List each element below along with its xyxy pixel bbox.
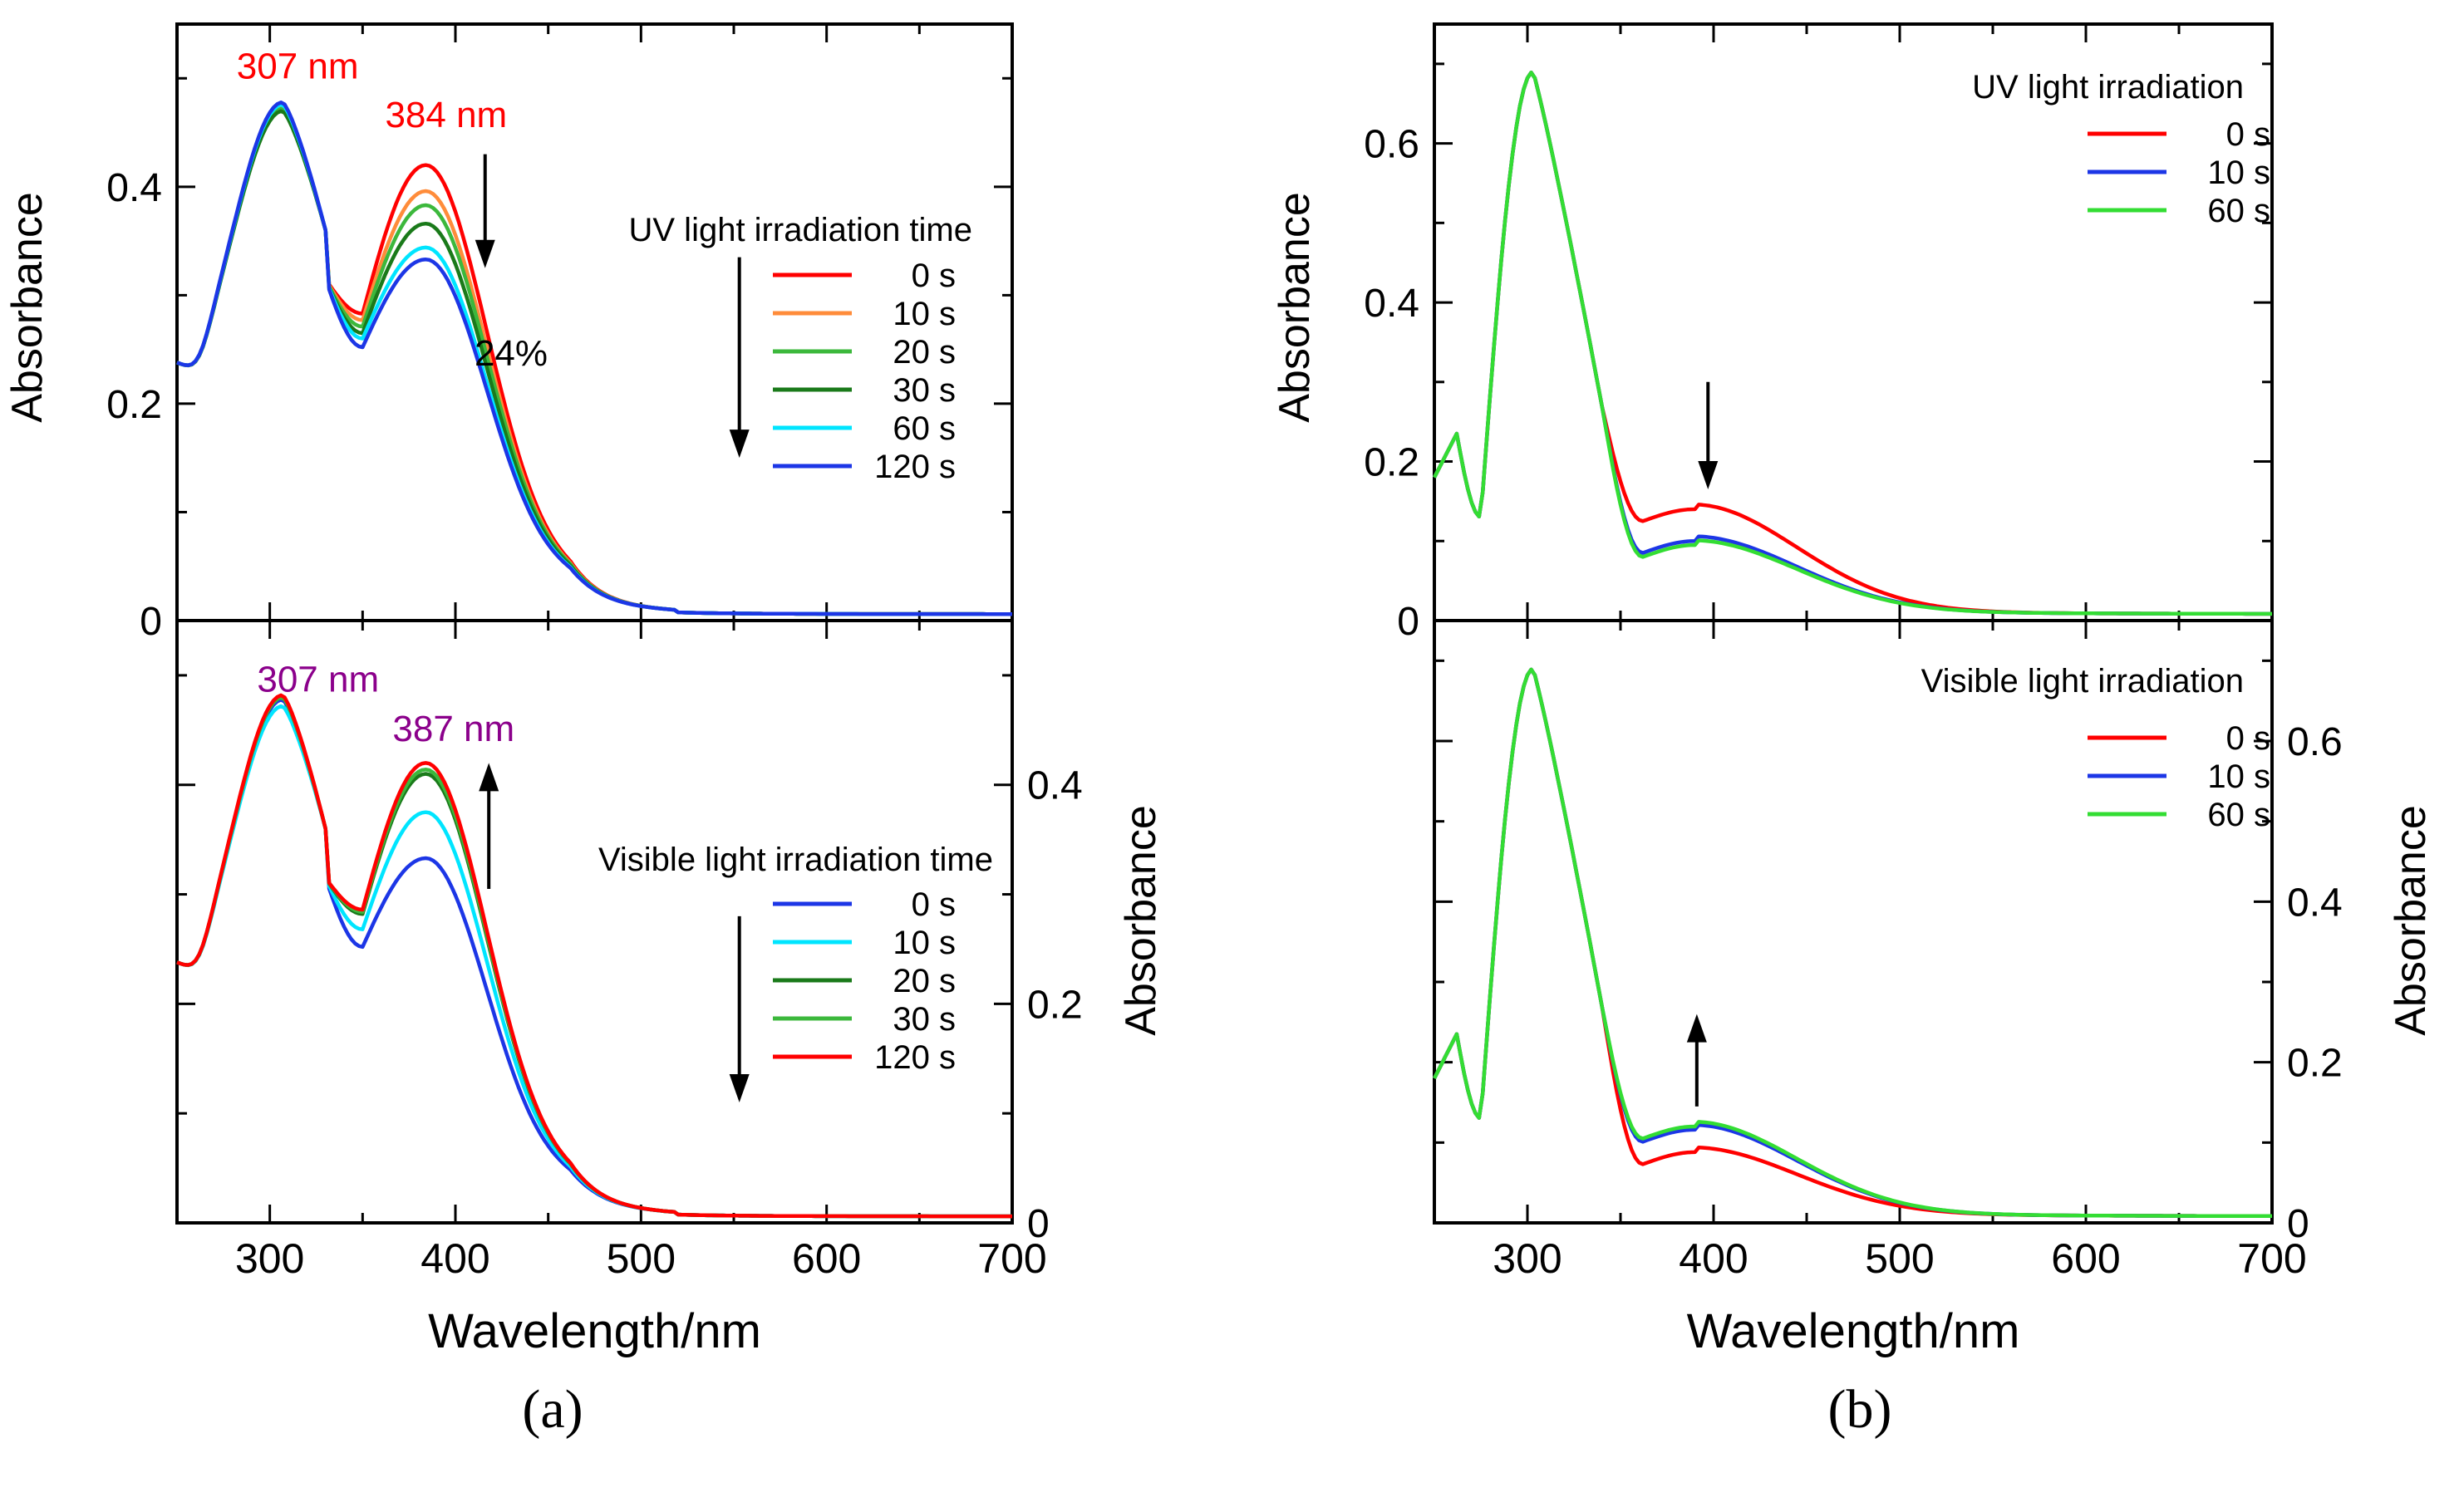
caption-b: (b) <box>1828 1379 1892 1440</box>
annotation-label: 387 nm <box>392 709 514 749</box>
annotation-label: 307 nm <box>237 46 359 86</box>
x-tick-label: 400 <box>421 1235 489 1282</box>
legend-label: 10 s <box>2207 155 2270 191</box>
legend-label: 0 s <box>912 258 956 294</box>
y-tick-label: 0.4 <box>106 166 162 210</box>
arrow-head <box>729 1074 750 1102</box>
series-line-60s <box>1432 71 2272 616</box>
legend-label: 60 s <box>893 410 956 447</box>
y-tick-label: 0.4 <box>1027 764 1083 808</box>
y-tick-label: 0.2 <box>1027 983 1083 1027</box>
x-tick-label: 700 <box>977 1235 1046 1282</box>
x-tick-label: 700 <box>2237 1235 2306 1282</box>
plot-frame <box>1433 619 2274 1225</box>
legend-label: 10 s <box>893 296 956 332</box>
x-tick-label: 500 <box>607 1235 676 1282</box>
annotation-label: 384 nm <box>385 95 507 135</box>
series-line-120s <box>176 101 1012 616</box>
chart-a-top: 0 0.2 0.4 Absorbance UV light irradiation ti… <box>3 22 1014 644</box>
y-tick-label: 0 <box>1397 600 1419 644</box>
y-tick-label: 0.4 <box>2287 881 2343 925</box>
legend-label: 10 s <box>2207 758 2270 795</box>
legend-label: 0 s <box>2226 720 2270 757</box>
legend-title: UV light irradiation <box>1972 69 2244 106</box>
chart-a-bottom: 0 0.2 0.4 300 400 500 600 700 Absorbance Waveleng… <box>175 619 1165 1358</box>
y-tick-label: 0 <box>140 600 162 644</box>
arrow-head <box>1698 461 1719 490</box>
y-axis-label: Absorbance <box>3 192 52 423</box>
annotation-label: 24% <box>475 333 548 374</box>
legend-label: 120 s <box>874 1039 956 1076</box>
legend-label: 60 s <box>2207 797 2270 833</box>
y-tick-label: 0.4 <box>1364 282 1419 326</box>
series-line-120s <box>176 693 1012 1219</box>
chart-b-top: 0 0.2 0.4 0.6 Absorbance UV light irradiation… <box>1271 22 2274 644</box>
y-tick-label: 0.2 <box>2287 1042 2343 1086</box>
x-tick-label: 300 <box>235 1235 304 1282</box>
x-tick-label: 300 <box>1493 1235 1562 1282</box>
x-tick-label: 500 <box>1865 1235 1934 1282</box>
legend-label: 120 s <box>874 449 956 485</box>
y-tick-label: 0 <box>1027 1202 1050 1246</box>
y-tick-label: 0 <box>2287 1202 2309 1246</box>
legend-label: 20 s <box>893 334 956 371</box>
y-tick-label: 0.6 <box>2287 720 2343 764</box>
legend-title: UV light irradiation time <box>629 212 973 248</box>
legend-label: 30 s <box>893 372 956 409</box>
x-tick-label: 600 <box>792 1235 861 1282</box>
arrow-head <box>475 239 495 268</box>
chart-b-bottom: 0 0.2 0.4 0.6 300 400 500 600 700 Absorbance Wavel… <box>1432 619 2435 1358</box>
series-line-60s <box>1432 667 2272 1219</box>
y-axis-label: Absorbance <box>2387 805 2435 1036</box>
annotation-label: 307 nm <box>257 660 379 700</box>
caption-a: (a) <box>522 1379 583 1440</box>
legend-label: 30 s <box>893 1001 956 1038</box>
legend-label: 10 s <box>893 925 956 961</box>
legend-title: Visible light irradiation time <box>598 842 993 878</box>
plot-frame <box>175 619 1014 1225</box>
arrow-head <box>729 429 750 459</box>
arrow-head <box>479 763 499 792</box>
x-tick-label: 600 <box>2051 1235 2120 1282</box>
y-tick-label: 0.2 <box>1364 441 1419 485</box>
y-axis-label: Absorbance <box>1271 192 1319 423</box>
x-tick-label: 400 <box>1679 1235 1748 1282</box>
legend-label: 20 s <box>893 963 956 999</box>
legend-label: 60 s <box>2207 193 2270 229</box>
legend-title: Visible light irradiation <box>1921 663 2244 699</box>
legend-label: 0 s <box>2226 116 2270 153</box>
y-axis-label: Absorbance <box>1117 805 1165 1036</box>
x-axis-label: Wavelength/nm <box>1687 1304 2020 1358</box>
x-axis-label: Wavelength/nm <box>428 1304 761 1358</box>
legend-label: 0 s <box>912 886 956 923</box>
charts-layer: 0 0.2 0.4 Absorbance UV light irradiation ti… <box>3 22 2435 1358</box>
y-tick-label: 0.6 <box>1364 123 1419 167</box>
y-tick-label: 0.2 <box>106 383 162 427</box>
arrow-head <box>1686 1014 1707 1043</box>
